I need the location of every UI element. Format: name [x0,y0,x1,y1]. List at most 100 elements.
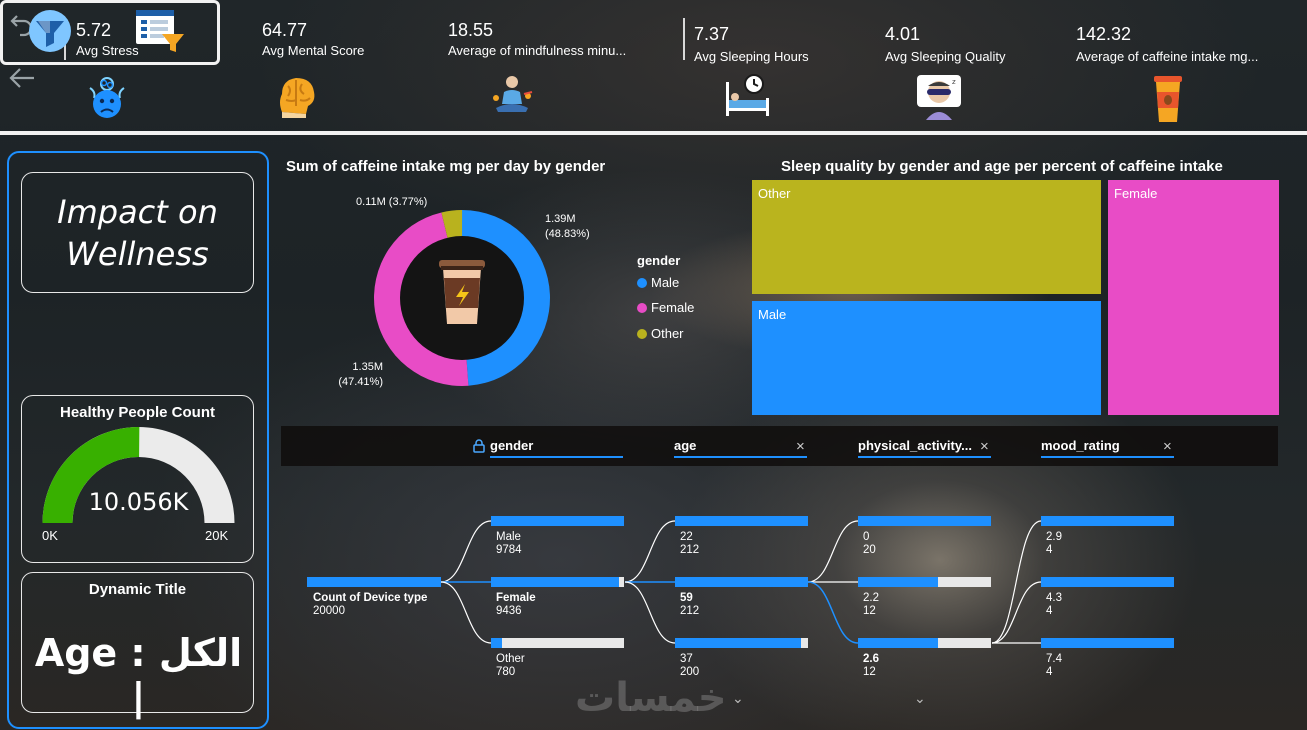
gauge-chart [42,427,235,523]
gauge-min-label: 0K [42,528,58,543]
decomp-gender-value: 780 [496,666,516,678]
close-icon[interactable]: × [980,438,989,455]
decomp-header-activity[interactable]: physical_activity... [858,438,972,453]
donut-chart [374,210,551,386]
donut-label-female-value: 1.35M [352,361,383,373]
treemap-block-male[interactable]: Male [752,301,1101,415]
gauge-fill [42,427,140,523]
kpi-label: Avg Sleeping Hours [694,49,809,64]
dynamic-title-text: الكل : Age | [34,631,243,719]
decomp-activity-bar[interactable] [858,577,991,587]
back-arrow-icon[interactable] [8,64,36,92]
decomp-activity-label: 2.6 [863,653,879,665]
dynamic-title-label: Dynamic Title [88,581,187,598]
donut-label-male: 1.39M (48.83%) [545,212,590,242]
kpi-avg-sleeping-hours: 7.37 Avg Sleeping Hours [694,24,809,64]
donut-label-other: 0.11M (3.77%) [356,196,428,208]
treemap-title: Sleep quality by gender and age per perc… [781,158,1223,175]
decomp-mood-bar[interactable] [1041,577,1174,587]
kpi-label: Avg Stress [76,43,139,58]
decomp-age-label: 22 [680,531,693,543]
healthy-people-gauge-card: Healthy People Count 10.056K 0K 20K [21,395,254,563]
decomp-header-age[interactable]: age [674,438,697,453]
decomp-header-gender[interactable]: gender [490,438,534,453]
legend-item-other[interactable]: Other [637,326,684,341]
decomp-header-underline [1041,456,1174,458]
treemap-block-other[interactable]: Other [752,180,1101,294]
kpi-mindfulness: 18.55 Average of mindfulness minu... [448,20,626,58]
decomp-gender-bar[interactable] [491,638,624,648]
decomp-mood-value: 4 [1046,605,1053,617]
treemap-block-female[interactable]: Female [1108,180,1279,415]
legend-label: Other [651,326,684,341]
decomp-activity-value: 20 [863,544,876,556]
bar-fill [307,577,441,587]
page-title: Impact on Wellness [57,191,218,275]
bar-fill [491,516,624,526]
donut-label-male-pct: (48.83%) [545,228,590,240]
decomp-age-bar[interactable] [675,638,808,648]
bar-fill [1041,638,1174,648]
bar-fill [491,638,502,648]
filter-panel-icon[interactable] [134,8,186,59]
decomp-header-mood[interactable]: mood_rating [1041,438,1120,453]
chevron-down-icon[interactable]: ⌄ [914,690,926,706]
gauge-max-label: 20K [205,528,229,543]
legend-label: Female [651,300,695,315]
left-panel [7,151,269,729]
decomp-gender-bar[interactable] [491,577,624,587]
stressed-face-icon [84,74,130,120]
decomp-age-value: 200 [680,666,700,678]
page-title-card: Impact on Wellness [21,172,254,293]
legend-dot [637,302,647,313]
bar-fill [858,577,938,587]
decomp-activity-label: 0 [863,531,870,543]
chevron-down-icon[interactable]: ⌄ [732,690,744,706]
kpi-value: 18.55 [448,20,494,40]
sleep-mask-icon: z [914,72,961,120]
sleeping-bed-icon [722,72,769,118]
decomp-activity-value: 12 [863,666,876,678]
decomp-gender-bar[interactable] [491,516,624,526]
close-icon[interactable]: × [1163,438,1172,455]
dynamic-title-card: Dynamic Title الكل : Age | [21,572,254,719]
kpi-label: Avg Mental Score [262,43,365,58]
legend-item-male[interactable]: Male [637,275,679,290]
decomp-mood-value: 4 [1046,544,1053,556]
decomp-mood-bar[interactable] [1041,638,1174,648]
decomp-gender-value: 9436 [496,605,522,617]
page-title-line1: Impact on [57,192,218,231]
legend-label: Male [651,275,680,290]
bar-fill [675,638,801,648]
decomp-activity-bar[interactable] [858,516,991,526]
decomp-age-bar[interactable] [675,577,808,587]
donut-label-female: 1.35M (47.41%) [337,360,383,390]
decomp-mood-bar[interactable] [1041,516,1174,526]
filter-funnel-icon[interactable] [26,9,74,58]
decomp-gender-label: Female [496,592,536,604]
header-separator [0,131,1307,135]
kpi-value: 64.77 [262,20,308,40]
decomp-mood-value: 4 [1046,666,1053,678]
kpi-value: 5.72 [76,20,112,40]
close-icon[interactable]: × [796,438,805,455]
gauge-title: Healthy People Count [59,404,216,421]
gauge-value: 10.056K [88,488,189,516]
legend-title: gender [637,253,681,268]
lock-icon [473,439,485,458]
bar-fill [491,577,620,587]
kpi-value: 4.01 [885,24,921,44]
decomp-age-value: 212 [680,605,700,617]
decomp-root-bar[interactable] [307,577,441,587]
donut-label-female-pct: (47.41%) [338,376,383,388]
treemap-label: Other [758,186,791,201]
legend-item-female[interactable]: Female [637,300,694,315]
kpi-value: 7.37 [694,24,730,44]
kpi-caffeine-intake: 142.32 Average of caffeine intake mg... [1076,24,1258,64]
legend-dot [637,277,647,288]
decomp-activity-bar[interactable] [858,638,991,648]
decomp-age-bar[interactable] [675,516,808,526]
kpi-divider [683,18,685,60]
decomp-mood-label: 2.9 [1046,531,1062,543]
brain-icon [272,72,318,118]
